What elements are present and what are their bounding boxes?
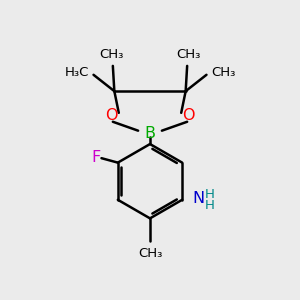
Text: CH₃: CH₃	[176, 48, 201, 62]
Text: CH₃: CH₃	[211, 66, 235, 79]
Text: B: B	[145, 126, 155, 141]
Text: O: O	[182, 108, 195, 123]
Text: H: H	[205, 188, 214, 201]
Text: H₃C: H₃C	[65, 66, 89, 79]
Text: N: N	[193, 191, 205, 206]
Text: O: O	[105, 108, 118, 123]
Text: CH₃: CH₃	[99, 48, 124, 62]
Text: H: H	[205, 199, 214, 212]
Text: CH₃: CH₃	[138, 247, 162, 260]
Text: F: F	[92, 150, 101, 165]
